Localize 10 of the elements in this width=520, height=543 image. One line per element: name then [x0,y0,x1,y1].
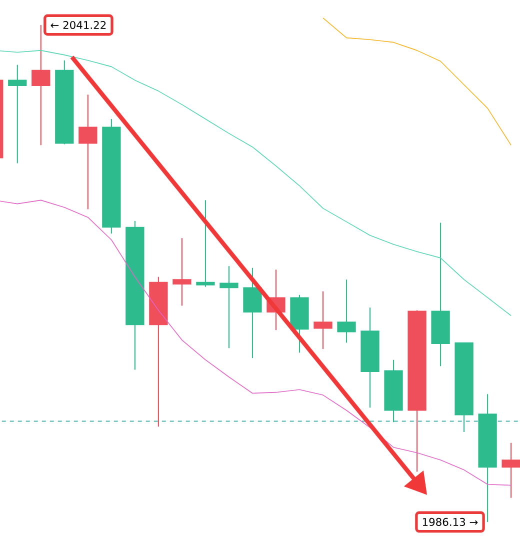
candlestick [337,279,356,344]
annotation: ← 2041.22 [50,20,106,30]
candlestick [32,24,50,146]
candlestick [314,290,332,350]
candlestick [8,64,27,164]
candlestick [78,94,98,210]
candlestick [196,200,215,288]
candlestick [220,266,238,349]
annotation: 1986.13 → [422,518,478,526]
candlestick [172,238,192,306]
